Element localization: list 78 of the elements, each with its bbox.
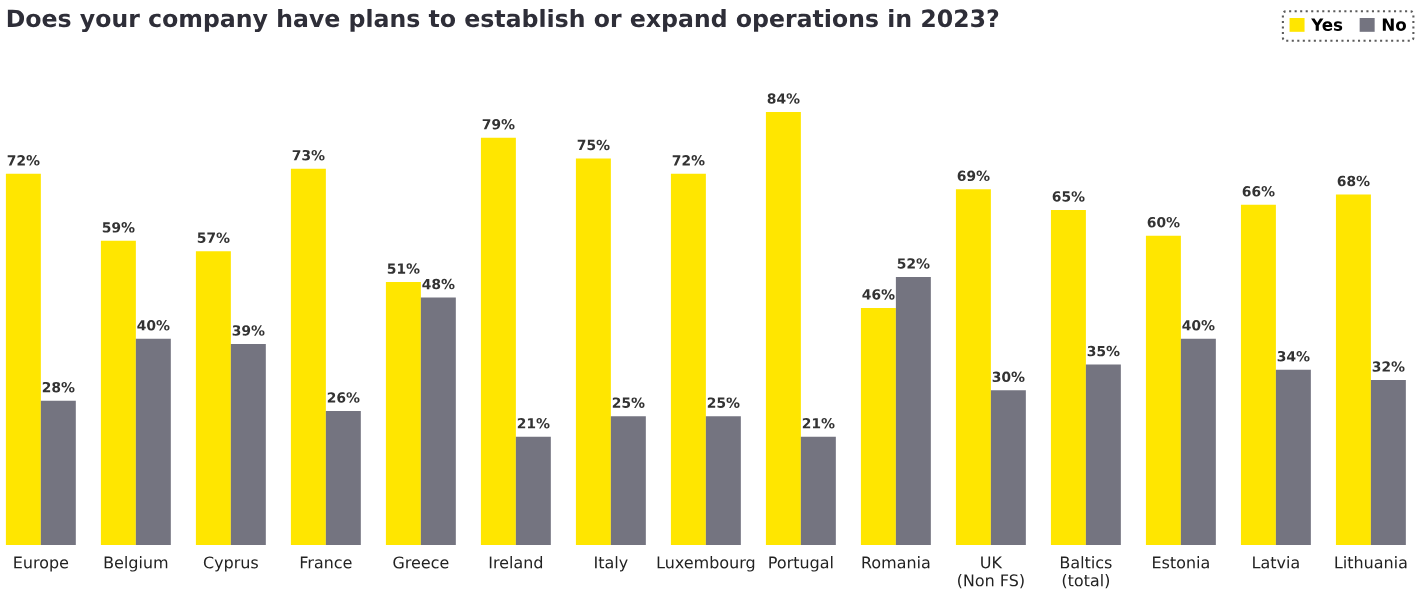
bar (895, 276, 931, 545)
bar (1050, 209, 1086, 545)
bar (860, 307, 896, 545)
bar (325, 410, 361, 545)
bar (1180, 338, 1216, 545)
bar (1240, 204, 1276, 545)
bar (765, 112, 801, 545)
data-label: 73% (292, 149, 325, 161)
bar (290, 168, 326, 545)
bar (575, 158, 611, 545)
x-tick-label: Europe (14, 556, 69, 572)
x-tick-label: Ireland (489, 556, 543, 569)
x-tick-label: Romania (862, 556, 930, 569)
data-label: 39% (232, 325, 265, 336)
x-tick-label: Luxembourg (657, 556, 755, 572)
data-label: 79% (482, 119, 515, 130)
bar (230, 343, 266, 545)
data-label: 26% (327, 392, 360, 403)
data-label: 75% (577, 139, 610, 151)
data-label: 84% (767, 93, 800, 104)
data-label: 46% (862, 289, 895, 300)
data-label: 40% (137, 320, 170, 331)
data-label: 21% (802, 418, 835, 429)
data-label: 65% (1052, 191, 1085, 202)
data-label: 48% (422, 278, 455, 290)
x-tick-label: Italy (595, 556, 628, 572)
x-tick-label: France (300, 556, 352, 569)
bar (100, 240, 136, 545)
x-tick-label: Greece (393, 556, 449, 569)
bar (1085, 364, 1121, 545)
data-label: 51% (387, 263, 420, 274)
data-label: 25% (707, 397, 740, 408)
data-label: 60% (1147, 216, 1180, 228)
legend-label: No (1382, 18, 1407, 31)
data-label: 72% (7, 155, 40, 166)
data-label: 59% (102, 222, 135, 233)
data-label: 69% (957, 170, 990, 182)
data-label: 66% (1242, 186, 1275, 197)
x-tick-label: Baltics (total) (1060, 556, 1112, 589)
bar (800, 436, 836, 545)
data-label: 25% (612, 397, 645, 408)
data-label: 35% (1087, 345, 1120, 357)
bar (40, 400, 76, 545)
bar (480, 137, 516, 545)
bar (670, 173, 706, 545)
chart-title: Does your company have plans to establish or expand operations in 2023? (7, 8, 999, 32)
x-tick-label: Belgium (104, 556, 168, 572)
data-label: 30% (992, 371, 1025, 383)
data-label: 52% (897, 258, 930, 269)
legend-label: Yes (1311, 18, 1343, 31)
x-tick-label: UK (Non FS) (958, 556, 1024, 589)
bar (135, 338, 171, 545)
x-tick-label: Estonia (1153, 556, 1209, 569)
bar (705, 416, 741, 545)
bar (610, 416, 646, 545)
bar (515, 436, 551, 545)
data-label: 34% (1277, 350, 1310, 362)
bar (1335, 194, 1371, 545)
data-label: 40% (1182, 320, 1215, 331)
x-tick-label: Portugal (769, 556, 833, 572)
x-tick-label: Lithuania (1335, 556, 1407, 569)
data-label: 72% (672, 155, 705, 166)
data-label: 28% (42, 381, 75, 393)
bar (195, 251, 231, 545)
bar (1370, 380, 1406, 545)
bar (955, 189, 991, 545)
data-label: 21% (517, 418, 550, 429)
data-label: 32% (1372, 361, 1405, 372)
data-label: 57% (197, 232, 230, 243)
bar (420, 297, 456, 545)
bar (990, 390, 1026, 545)
bar (385, 282, 421, 545)
bar (1275, 369, 1311, 545)
x-tick-label: Latvia (1253, 556, 1299, 569)
bar (5, 173, 41, 545)
data-label: 68% (1337, 175, 1370, 187)
bar (1145, 235, 1181, 545)
x-tick-label: Cyprus (203, 556, 258, 572)
